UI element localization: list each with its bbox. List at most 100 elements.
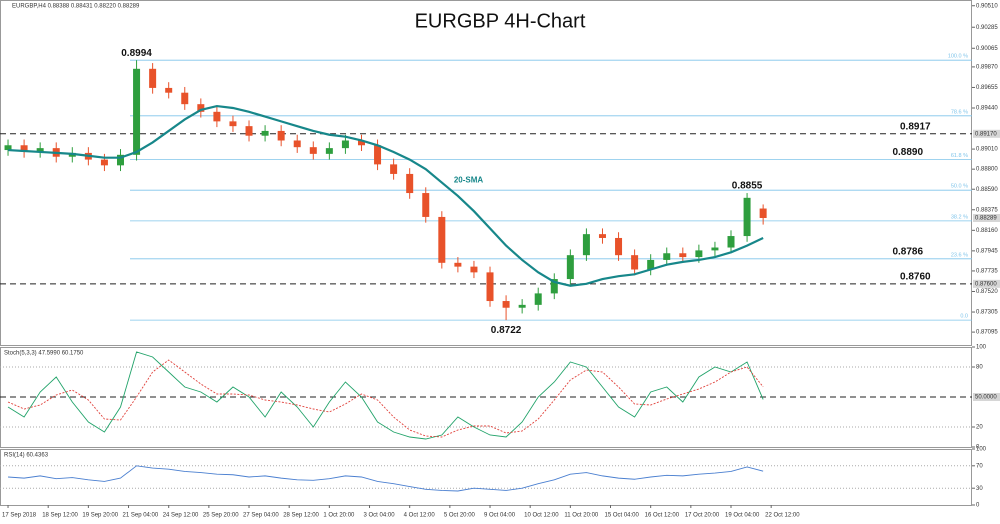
- y-tick-label: 80: [976, 365, 983, 371]
- candle-body: [470, 266, 478, 273]
- candle-body: [213, 111, 221, 122]
- x-tick-label: 19 Oct 04:00: [725, 513, 760, 519]
- panel-title: Stoch(5,3,3) 47.5990 60.1750: [4, 351, 84, 357]
- panel-title: RSI(14) 60.4363: [4, 453, 49, 459]
- candle-body: [293, 140, 301, 148]
- y-tick-label: 100: [976, 447, 987, 453]
- series-line: [7, 351, 764, 440]
- candle-body: [631, 255, 639, 270]
- candle-body: [36, 148, 44, 152]
- candle-body: [309, 147, 317, 154]
- y-tick-label: 0.87095: [976, 330, 998, 336]
- candle-body: [534, 293, 542, 305]
- x-tick-label: 17 Sep 2018: [2, 513, 37, 519]
- y-tick-label: 0.88375: [976, 207, 998, 213]
- fib-label: 38.2 %: [951, 214, 968, 220]
- candle-body: [165, 87, 173, 93]
- candle-body: [229, 121, 237, 127]
- y-tick-label: 100: [976, 345, 987, 351]
- candle-body: [518, 304, 526, 308]
- candle-body: [663, 253, 671, 260]
- candle-body: [727, 236, 735, 248]
- y-tick-label: 0: [976, 503, 980, 509]
- main-panel: [0, 0, 972, 346]
- candle-body: [679, 253, 687, 258]
- series-line: [7, 359, 764, 438]
- annotation: 0.8890: [892, 147, 923, 158]
- y-tick-label: 70: [976, 463, 983, 469]
- x-tick-label: 16 Oct 12:00: [645, 513, 680, 519]
- y-tick-label: 0.87735: [976, 269, 998, 275]
- x-tick-label: 3 Oct 04:00: [364, 513, 396, 519]
- candle-body: [374, 145, 382, 165]
- candle-body: [711, 247, 719, 251]
- candle-body: [486, 272, 494, 302]
- fib-label: 78.6 %: [951, 109, 968, 115]
- candle-body: [277, 130, 285, 141]
- chart-title: EURGBP 4H-Chart: [415, 10, 586, 32]
- sma-line: [7, 104, 764, 287]
- x-tick-label: 27 Sep 04:00: [243, 513, 279, 519]
- candle-body: [454, 262, 462, 267]
- candle-body: [116, 154, 124, 166]
- x-tick-label: 11 Oct 20:00: [564, 513, 599, 519]
- candle-body: [438, 216, 446, 263]
- annotation: 0.8786: [892, 247, 923, 258]
- candle-body: [4, 145, 12, 151]
- header: EURGBP,H4 0.88388 0.88431 0.88220 0.8828…: [12, 4, 140, 10]
- candle-body: [550, 279, 558, 294]
- candle-body: [245, 126, 253, 136]
- x-tick-label: 19 Sep 20:00: [82, 513, 118, 519]
- y-tick-label: 0.90510: [976, 3, 998, 9]
- x-tick-label: 24 Sep 12:00: [163, 513, 199, 519]
- x-tick-label: 18 Sep 12:00: [42, 513, 78, 519]
- y-tick-label: 0.90285: [976, 25, 998, 31]
- y-tick-label: 0.89010: [976, 147, 998, 153]
- y-tick-label: 0.87945: [976, 248, 998, 254]
- last-price-label: 0.88289: [975, 216, 997, 222]
- y-tick-label: 0.87520: [976, 289, 998, 295]
- x-tick-label: 21 Sep 04:00: [123, 513, 159, 519]
- candle-body: [100, 159, 108, 166]
- candle-body: [261, 130, 269, 136]
- candle-body: [357, 140, 365, 146]
- y-tick-label: 0.88160: [976, 228, 998, 234]
- candle-body: [695, 250, 703, 258]
- candle-body: [582, 234, 590, 256]
- candle-body: [647, 259, 655, 270]
- candle-body: [390, 164, 398, 174]
- candle-body: [133, 68, 141, 155]
- x-tick-label: 1 Oct 20:00: [323, 513, 355, 519]
- axis-label: 0.87600: [975, 281, 997, 287]
- fib-label: 0.0: [960, 314, 968, 320]
- y-tick-label: 0.88800: [976, 167, 998, 173]
- sma-label: 20-SMA: [454, 176, 484, 185]
- candle-body: [598, 234, 606, 238]
- candle-body: [341, 140, 349, 149]
- x-tick-label: 22 Oct 12:00: [765, 513, 800, 519]
- x-tick-label: 15 Oct 04:00: [605, 513, 640, 519]
- candle-body: [759, 208, 767, 218]
- fib-label: 100.0 %: [948, 54, 968, 60]
- y-tick-label: 0.89655: [976, 85, 998, 91]
- y-tick-label: 0.89440: [976, 106, 998, 112]
- annotation: 0.8722: [491, 325, 522, 336]
- candle-body: [197, 104, 205, 112]
- x-tick-label: 10 Oct 12:00: [524, 513, 559, 519]
- rsi-panel: [0, 449, 972, 506]
- annotation: 0.8994: [121, 48, 152, 59]
- last-price-box: [973, 213, 1000, 222]
- x-tick-label: 17 Oct 20:00: [685, 513, 720, 519]
- candle-body: [502, 301, 510, 308]
- fib-label: 50.0 %: [951, 184, 968, 190]
- candle-body: [615, 237, 623, 256]
- candle-body: [181, 92, 189, 105]
- y-tick-label: 0.87305: [976, 310, 998, 316]
- axis-label: 50.0000: [975, 395, 997, 401]
- y-tick-label: 0.88590: [976, 187, 998, 193]
- axis-label: 0.89170: [975, 131, 997, 137]
- annotation: 0.8855: [732, 181, 763, 192]
- y-tick-label: 0.89870: [976, 64, 998, 70]
- x-tick-label: 25 Sep 20:00: [203, 513, 239, 519]
